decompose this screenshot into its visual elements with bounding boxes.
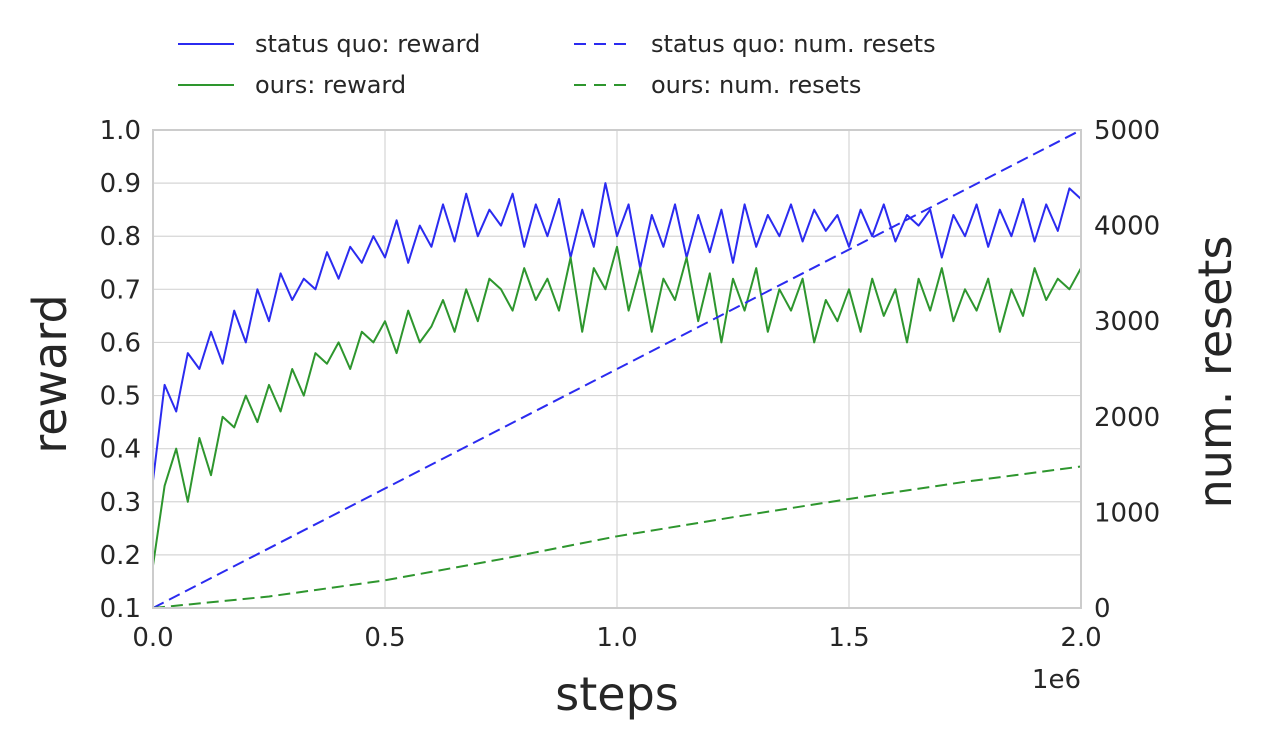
- y-tick-label: 0.1: [100, 594, 141, 624]
- legend-label: status quo: num. resets: [651, 30, 936, 58]
- x-tick-label: 1.0: [596, 623, 637, 653]
- series-line-status-quo-num-resets: [152, 129, 1082, 609]
- y2-tick-label: 4000: [1094, 212, 1160, 242]
- x-offset-label: 1e6: [1032, 665, 1081, 695]
- y2-axis-title: num. resets: [1188, 236, 1242, 509]
- y-axis-title: reward: [23, 294, 77, 453]
- x-tick-label: 2.0: [1060, 623, 1101, 653]
- y2-tick-label: 2000: [1094, 403, 1160, 433]
- y2-tick-label: 1000: [1094, 498, 1160, 528]
- y-tick-label: 0.2: [100, 541, 141, 571]
- tick-labels: 0.0 0.5 1.0 1.5 2.0 0.1 0.2 0.3 0.4 0.5 0.6 0.7 0.8 0…: [100, 116, 1161, 653]
- y2-tick-label: 0: [1094, 594, 1111, 624]
- series-group: [152, 129, 1082, 609]
- x-tick-label: 0.0: [132, 623, 173, 653]
- y-tick-label: 0.6: [100, 328, 141, 358]
- legend: status quo: reward ours: reward status quo…: [178, 30, 936, 99]
- series-line-status-quo-reward: [152, 182, 1082, 481]
- legend-label: status quo: reward: [255, 30, 480, 58]
- y-tick-label: 0.9: [100, 169, 141, 199]
- y-tick-label: 1.0: [100, 116, 141, 146]
- y-tick-label: 0.5: [100, 382, 141, 412]
- series-line-ours-reward: [152, 245, 1082, 566]
- x-axis-title: steps: [555, 667, 678, 721]
- legend-label: ours: num. resets: [651, 71, 861, 99]
- legend-label: ours: reward: [255, 71, 406, 99]
- x-tick-label: 1.5: [828, 623, 869, 653]
- y-tick-label: 0.7: [100, 275, 141, 305]
- series-line-ours-num-resets: [152, 465, 1082, 609]
- y2-tick-label: 5000: [1094, 116, 1160, 146]
- x-tick-label: 0.5: [364, 623, 405, 653]
- y2-tick-label: 3000: [1094, 307, 1160, 337]
- y-tick-label: 0.8: [100, 222, 141, 252]
- plot-frame: [152, 129, 1082, 609]
- y-tick-label: 0.4: [100, 435, 141, 465]
- y-tick-label: 0.3: [100, 488, 141, 518]
